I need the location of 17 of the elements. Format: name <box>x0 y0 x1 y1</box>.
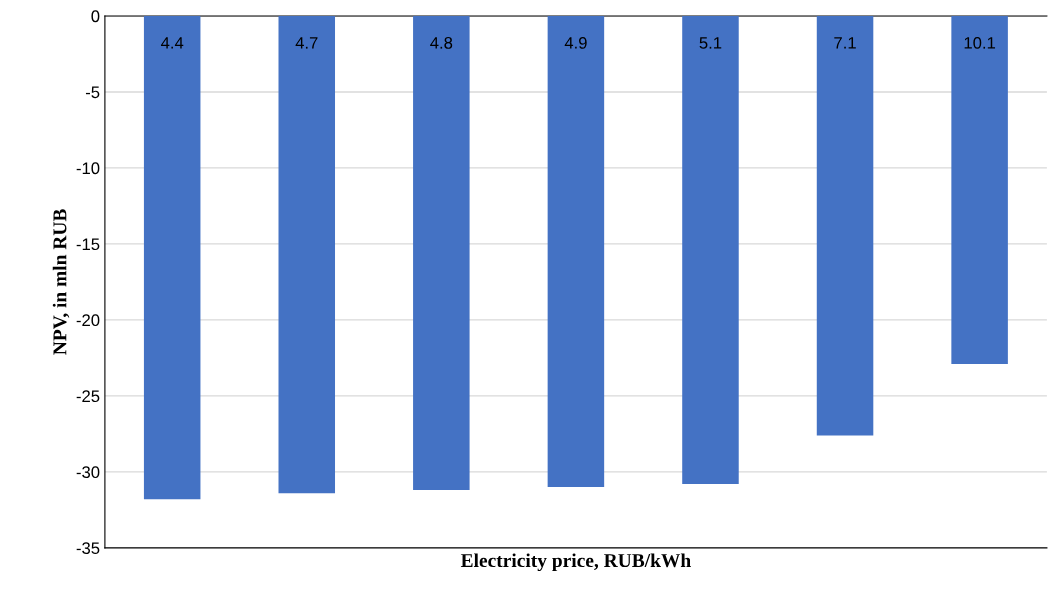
x-tick-label: 4.4 <box>160 37 184 49</box>
y-tick-label: -35 <box>76 542 100 555</box>
x-tick-label: 10.1 <box>964 36 996 49</box>
y-tick-label: -10 <box>76 162 100 175</box>
y-tick-label: -30 <box>76 466 100 479</box>
x-tick-label: 4.8 <box>430 36 453 49</box>
y-tick-label: -15 <box>76 238 100 251</box>
y-tick-label: 0 <box>91 10 100 23</box>
y-axis-title: NPV, in mln RUB <box>52 209 70 355</box>
x-tick-label: 4.9 <box>564 36 587 49</box>
y-tick-label: -5 <box>85 86 100 99</box>
x-tick-label: 7.1 <box>834 37 856 49</box>
y-tick-label: -25 <box>76 390 100 403</box>
y-tick-label: -20 <box>76 314 100 327</box>
x-tick-label: 5.1 <box>699 37 722 49</box>
x-axis-title: Electricity price, RUB/kWh <box>460 553 691 572</box>
x-tick-label: 4.7 <box>295 37 318 49</box>
